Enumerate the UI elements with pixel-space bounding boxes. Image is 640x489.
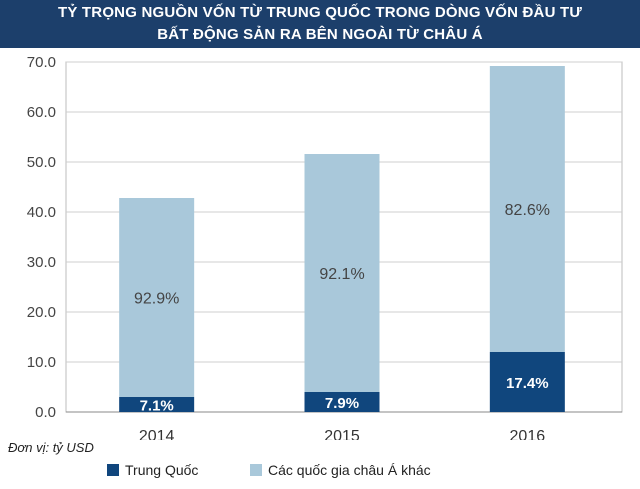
chart-header: TỶ TRỌNG NGUỒN VỐN TỪ TRUNG QUỐC TRONG D… xyxy=(0,0,640,48)
y-tick-label: 30.0 xyxy=(27,254,56,271)
data-label-other-asia-2014: 92.9% xyxy=(134,291,179,308)
legend-label-other-asia: Các quốc gia châu Á khác xyxy=(268,462,431,478)
legend-swatch-other-asia xyxy=(250,464,262,476)
chart-title-line-1: TỶ TRỌNG NGUỒN VỐN TỪ TRUNG QUỐC TRONG D… xyxy=(57,4,582,21)
data-label-other-asia-2015: 92.1% xyxy=(319,266,364,283)
data-label-china-2014: 7.1% xyxy=(140,398,174,415)
stacked-bar-chart: 0.0 10.0 20.0 30.0 40.0 50.0 60.0 70.0 7.1% 92.9%… xyxy=(27,54,623,440)
x-tick-label: 2015 xyxy=(324,428,360,440)
bar-other-asia-2016 xyxy=(489,66,565,352)
bar-other-asia-2014 xyxy=(119,198,195,397)
x-tick-label: 2014 xyxy=(139,428,175,440)
y-tick-label: 60.0 xyxy=(27,104,56,121)
y-tick-label: 20.0 xyxy=(27,304,56,321)
data-label-china-2015: 7.9% xyxy=(325,395,359,412)
data-label-china-2016: 17.4% xyxy=(506,375,549,392)
legend-item-other-asia: Các quốc gia châu Á khác xyxy=(250,462,431,478)
unit-note: Đơn vị: tỷ USD xyxy=(8,440,94,455)
bar-other-asia-2015 xyxy=(304,154,380,392)
y-tick-label: 70.0 xyxy=(27,54,56,71)
y-tick-label: 10.0 xyxy=(27,354,56,371)
x-tick-label: 2016 xyxy=(510,428,546,440)
bar-china-2016 xyxy=(489,352,565,412)
legend-swatch-china xyxy=(107,464,119,476)
bar-china-2015 xyxy=(304,392,380,412)
y-tick-label: 40.0 xyxy=(27,204,56,221)
bar-china-2014 xyxy=(119,397,195,412)
data-label-other-asia-2016: 82.6% xyxy=(505,202,550,219)
y-tick-label: 50.0 xyxy=(27,154,56,171)
y-tick-label: 0.0 xyxy=(35,404,56,421)
legend-item-china: Trung Quốc xyxy=(107,462,198,478)
chart-title-line-2: BẤT ĐỘNG SẢN RA BÊN NGOÀI TỪ CHÂU Á xyxy=(157,26,483,43)
legend-label-china: Trung Quốc xyxy=(125,462,199,478)
